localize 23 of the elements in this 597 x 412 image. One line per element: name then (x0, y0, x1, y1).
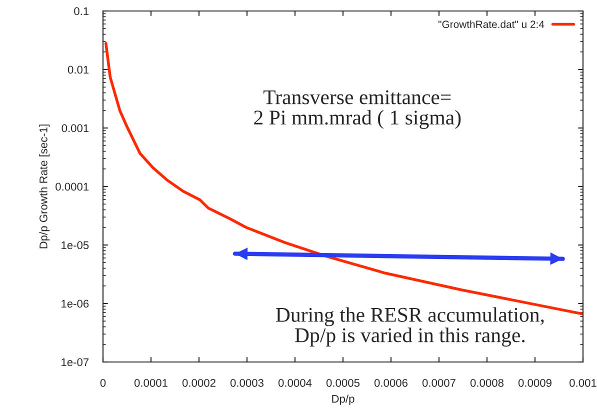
x-tick-label: 0.0003 (230, 378, 264, 387)
x-tick-label: 0.0002 (182, 378, 216, 387)
y-tick-label: 1e-05 (62, 241, 89, 250)
x-tick-label: 0.0006 (374, 378, 408, 387)
annotation: During the RESR accumulation, Dp/p is varied in this range. (276, 307, 544, 347)
x-tick-label: 0 (100, 378, 106, 387)
x-tick-label: 0.0001 (134, 378, 168, 387)
y-tick-label: 0.1 (74, 7, 89, 16)
x-tick-label: 0.001 (570, 378, 596, 387)
annotation: Transverse emittance= 2 Pi mm.mrad ( 1 sigma) (254, 90, 461, 129)
y-tick-label: 0.01 (68, 66, 89, 74)
x-tick-label: 0.0004 (278, 378, 312, 387)
y-tick-label: 0.001 (62, 124, 89, 132)
x-tick-label: 0.0009 (518, 378, 552, 387)
x-tick-label: 0.0008 (470, 378, 504, 387)
x-tick-label: 0.0005 (326, 378, 360, 387)
y-tick-label: 1e-06 (62, 300, 89, 308)
x-tick-label: 0.0007 (422, 378, 456, 387)
y-tick-label: 1e-07 (62, 358, 89, 366)
y-axis-title: Dp/p Growth Rate [sec-1] (39, 124, 50, 248)
legend-label: "GrowthRate.dat" u 2:4 (438, 20, 544, 28)
y-tick-label: 0.0001 (56, 182, 89, 191)
x-axis-title: Dp/p (332, 394, 354, 405)
